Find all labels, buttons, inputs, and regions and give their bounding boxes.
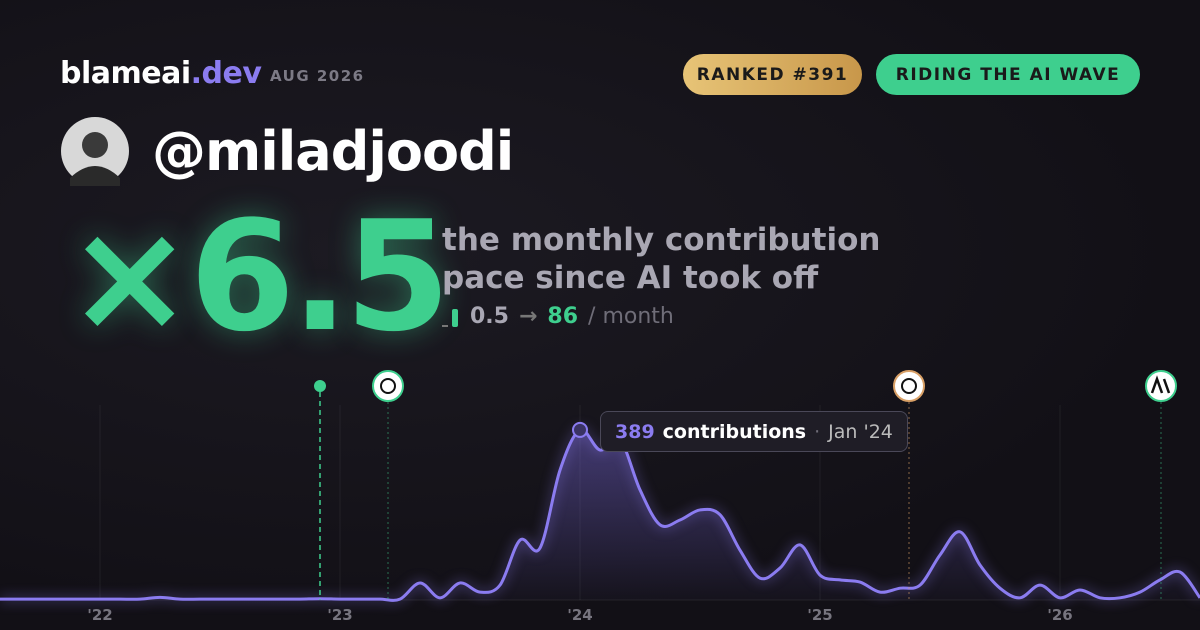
pace-from: 0.5 — [470, 304, 509, 329]
status-badge: RIDING THE AI WAVE — [876, 54, 1140, 95]
caption-line: the monthly contribution — [442, 222, 881, 258]
event-icon — [372, 370, 404, 402]
pace-to: 86 — [547, 304, 579, 329]
event-icon-glyph — [901, 378, 917, 394]
spark-high — [452, 308, 458, 327]
caption-line: pace since AI took off — [442, 260, 819, 296]
handle: @miladjoodi — [152, 120, 514, 183]
x-tick-label: '23 — [327, 606, 352, 624]
rank-badge: RANKED #391 — [683, 54, 862, 95]
event-icon — [893, 370, 925, 402]
event-dot — [314, 380, 326, 392]
brand-tld: .dev — [190, 56, 262, 91]
x-tick-label: '24 — [567, 606, 592, 624]
tooltip: 389 contributions · Jan '24 — [600, 411, 908, 452]
tooltip-date: Jan '24 — [828, 420, 893, 443]
x-tick-label: '26 — [1047, 606, 1072, 624]
event-icon-glyph — [1150, 375, 1171, 394]
event-icon-glyph — [380, 378, 396, 394]
pace-unit: / month — [588, 304, 674, 329]
avatar-head — [82, 132, 108, 158]
multiplier: ×6.5 — [66, 188, 451, 365]
pace-change: 0.5 → 86 / month — [442, 304, 674, 329]
brand: blameai.dev — [60, 56, 262, 91]
events — [314, 370, 1177, 600]
brand-name: blameai — [60, 56, 191, 91]
x-tick-label: '25 — [807, 606, 832, 624]
avatar-body — [70, 166, 120, 186]
pace-arrow: → — [518, 304, 538, 329]
spark-low — [442, 324, 448, 327]
spark-icon — [442, 308, 458, 327]
period: AUG 2026 — [270, 67, 365, 85]
tooltip-label: contributions — [662, 420, 807, 443]
tooltip-separator: · — [814, 420, 821, 443]
caption: the monthly contribution pace since AI t… — [442, 221, 880, 297]
highlight-point — [572, 421, 588, 438]
event-icon — [1145, 370, 1177, 402]
avatar — [61, 117, 129, 186]
area-fill — [0, 429, 1200, 601]
area-line — [0, 428, 1200, 602]
tooltip-value: 389 — [615, 420, 655, 443]
x-tick-label: '22 — [87, 606, 112, 624]
